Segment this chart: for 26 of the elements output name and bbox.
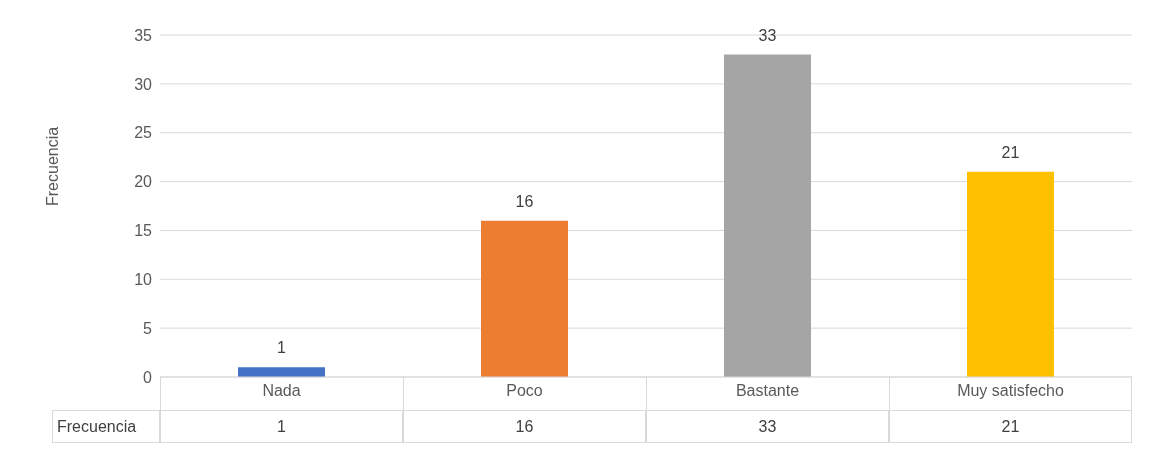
text: 21 bbox=[889, 410, 1132, 443]
y-tick-label: 20 bbox=[134, 173, 153, 191]
bar bbox=[238, 367, 325, 377]
y-tick-label: 0 bbox=[143, 368, 153, 386]
text: 16 bbox=[403, 410, 646, 443]
text: 33 bbox=[646, 410, 889, 443]
y-axis-title: Frecuencia bbox=[43, 126, 61, 206]
y-tick-label: 35 bbox=[134, 26, 153, 44]
data-label: 21 bbox=[1001, 143, 1020, 161]
text: 1 bbox=[160, 410, 403, 443]
x-tick-label: Poco bbox=[506, 382, 543, 400]
bar bbox=[724, 54, 811, 377]
y-tick-label: 30 bbox=[134, 75, 153, 93]
bar bbox=[967, 171, 1054, 377]
text: Frecuencia bbox=[52, 410, 160, 443]
x-tick-label: Nada bbox=[262, 382, 301, 400]
y-tick-label: 15 bbox=[134, 222, 153, 240]
x-tick-label: Muy satisfecho bbox=[957, 382, 1064, 400]
y-tick-label: 10 bbox=[134, 270, 153, 288]
data-label: 16 bbox=[515, 192, 534, 210]
data-label: 33 bbox=[758, 26, 777, 44]
y-tick-label: 5 bbox=[143, 319, 153, 337]
y-tick-label: 25 bbox=[134, 124, 153, 142]
x-tick-label: Bastante bbox=[735, 382, 800, 400]
data-label: 1 bbox=[277, 339, 287, 357]
bar bbox=[481, 220, 568, 377]
